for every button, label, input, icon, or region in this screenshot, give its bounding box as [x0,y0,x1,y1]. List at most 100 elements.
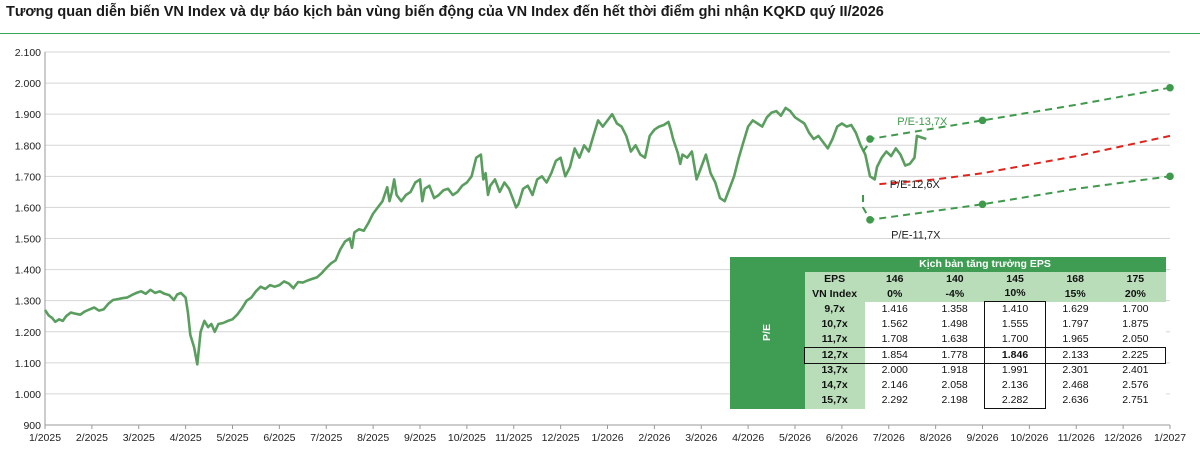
eps-value: 146 [864,271,925,287]
table-cell: 1.562 [864,317,925,332]
table-cell: 2.136 [984,378,1046,394]
y-tick-label: 1.300 [15,296,41,308]
x-tick-label: 11/2026 [1058,432,1095,444]
table-cell: 1.700 [984,331,1046,348]
growth-value: -4% [924,286,985,302]
table-cell: 1.708 [864,331,925,348]
x-tick-label: 2/2026 [638,432,670,444]
scenario-line [862,86,1171,153]
scenario-layer: P/E-13,7X P/E-12,6X P/E-11,7X [862,83,1174,242]
table-cell: 2.146 [864,378,925,394]
pe-row-label: 9,7x [804,301,865,318]
table-cell: 1.629 [1045,301,1106,318]
table-row: 10,7x 1.562 1.498 1.555 1.797 1.875 [730,317,1166,332]
x-tick-label: 1/2025 [29,432,61,444]
scenario-title: Kịch bản tăng trưởng EPS [804,257,1166,272]
chart-title: Tương quan diễn biến VN Index và dự báo … [6,4,884,20]
y-tick-label: 1.500 [15,234,41,246]
table-cell: 1.498 [924,317,985,332]
pe-row-label: 10,7x [804,317,865,332]
table-cell: 1.797 [1045,317,1106,332]
table-cell: 2.576 [1105,378,1166,394]
scenario-marker [866,135,874,143]
x-tick-label: 3/2025 [123,432,155,444]
y-tick-label: 1.800 [15,140,41,152]
scenario-label: P/E-11,7X [891,230,941,242]
table-row: 15,7x 2.292 2.198 2.282 2.636 2.751 [730,393,1166,410]
x-tick-label: 10/2026 [1010,432,1048,444]
table-cell: 2.401 [1105,363,1166,379]
y-tick-label: 2.100 [15,47,41,59]
table-cell: 2.198 [924,393,985,409]
growth-row: VN Index 0% -4% 10% 15% 20% [730,286,1166,302]
pe-row-label: 12,7x [803,346,865,364]
table-cell: 1.875 [1105,317,1166,332]
table-cell: 1.416 [864,301,925,318]
eps-row: EPS 146 140 145 168 175 [730,271,1166,287]
x-tick-label: 7/2025 [310,432,342,444]
table-row: 9,7x 1.416 1.358 1.410 1.629 1.700 [730,301,1166,318]
eps-value: 175 [1105,271,1166,287]
pe-row-label: 13,7x [804,363,865,379]
scenario-marker [1166,172,1174,181]
table-cell: 1.555 [984,317,1046,332]
x-tick-label: 12/2026 [1104,432,1142,444]
table-cell: 2.282 [984,393,1046,410]
table-cell: 2.301 [1045,363,1106,379]
x-tick-label: 1/2026 [591,432,623,444]
x-tick-label: 9/2025 [404,432,436,444]
scenario-marker [978,200,987,209]
x-axis: 1/2025 2/2025 3/2025 4/2025 5/2025 6/2025 7/20… [29,424,1186,444]
x-tick-label: 2/2025 [76,432,108,444]
y-axis: 900 1.000 1.100 1.200 1.300 1.400 1.500 1.600 1.… [15,47,46,432]
eps-label: EPS [804,271,865,287]
y-tick-label: 2.000 [15,78,41,90]
y-tick-label: 1.100 [15,358,41,370]
pe-row-label: 11,7x [804,331,865,348]
x-tick-label: 7/2026 [873,432,905,444]
y-tick-label: 900 [23,420,41,432]
table-cell: 1.778 [924,346,985,364]
x-tick-label: 5/2025 [216,432,248,444]
y-tick-label: 1.700 [15,171,41,183]
table-cell: 1.700 [1105,301,1166,318]
chart-series [43,106,927,366]
table-cell: 1.410 [984,301,1046,318]
chart-grid [45,51,1170,426]
table-row: 11,7x 1.708 1.638 1.700 1.965 2.050 [730,331,1166,348]
table-cell: 1.638 [924,331,985,348]
x-tick-label: 6/2026 [826,432,858,444]
table-cell: 1.846 [984,346,1046,364]
pe-row-label: 14,7x [804,378,865,394]
table-row: 13,7x 2.000 1.918 1.991 2.301 2.401 [730,363,1166,379]
x-tick-label: 10/2025 [448,432,486,444]
table-cell: 1.854 [864,346,925,364]
y-tick-label: 1.200 [15,327,41,339]
x-tick-label: 11/2025 [495,432,532,444]
eps-value: 168 [1045,271,1106,287]
table-cell: 2.751 [1105,393,1166,409]
table-cell: 2.292 [864,393,925,409]
x-tick-label: 4/2025 [170,432,202,444]
growth-value: 0% [864,286,925,302]
eps-value: 145 [984,271,1046,287]
x-tick-label: 4/2026 [732,432,764,444]
table-row: 12,7x 1.854 1.778 1.846 2.133 2.225 [730,346,1167,364]
growth-value: 20% [1105,286,1166,302]
x-tick-label: 3/2026 [685,432,717,444]
table-row: 14,7x 2.146 2.058 2.136 2.468 2.576 [730,378,1166,394]
y-tick-label: 1.000 [15,389,41,401]
table-cell: 2.000 [864,363,925,379]
scenario-label: P/E-13,7X [897,116,948,128]
x-tick-label: 6/2025 [263,432,295,444]
scenario-marker [978,116,987,125]
scenario-marker [866,216,874,224]
table-cell: 1.991 [984,363,1046,379]
growth-value: 10% [984,286,1046,302]
y-tick-label: 1.400 [15,265,41,277]
table-cell: 2.050 [1105,331,1166,348]
table-cell: 1.918 [924,363,985,379]
x-tick-label: 8/2025 [357,432,389,444]
table-cell: 2.636 [1045,393,1106,409]
